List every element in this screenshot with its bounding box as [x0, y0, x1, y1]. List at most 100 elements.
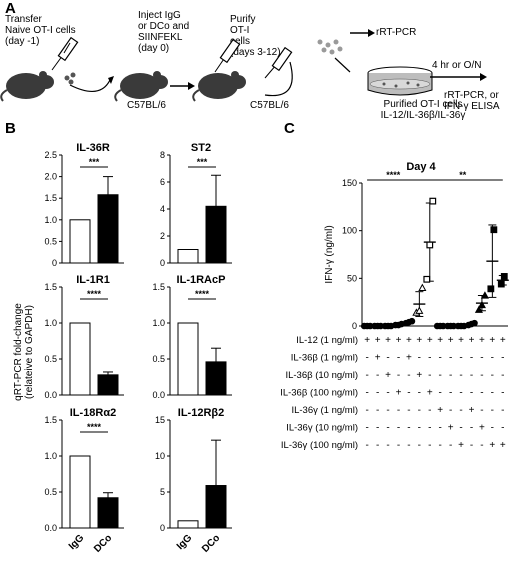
- condition-label: IL-36β (10 ng/ml): [285, 370, 358, 381]
- condition-sign: +: [489, 335, 495, 346]
- step2-line1: Inject IgG: [138, 10, 181, 21]
- condition-sign: -: [397, 423, 400, 434]
- condition-sign: -: [449, 388, 452, 399]
- data-point: [474, 305, 483, 313]
- condition-sign: -: [366, 370, 369, 381]
- condition-sign: -: [366, 388, 369, 399]
- condition-sign: -: [459, 405, 462, 416]
- culture-label: Purified OT-I cells IL-12/IL-36β/IL-36γ: [358, 99, 488, 121]
- mouse-3-icon: [192, 71, 246, 102]
- bar-IgG: [69, 455, 91, 529]
- condition-sign: -: [459, 353, 462, 364]
- bar-IgG: [69, 219, 91, 264]
- step2-text: Inject IgG or DCo and SIINFEKL (day 0): [138, 10, 189, 54]
- syringe-1-icon: [51, 36, 79, 71]
- condition-sign: +: [406, 335, 412, 346]
- data-point: [423, 275, 431, 283]
- incubation-label: 4 hr or O/N: [432, 60, 482, 71]
- y-tick-label: 6: [160, 177, 165, 187]
- condition-sign: -: [491, 423, 494, 434]
- condition-sign: -: [480, 370, 483, 381]
- condition-sign: -: [491, 370, 494, 381]
- readout-line2: IFN-γ ELISA: [444, 101, 500, 112]
- condition-sign: +: [479, 335, 485, 346]
- y-axis-label: IFN-γ (ng/ml): [324, 225, 335, 283]
- panel-label-c: C: [284, 120, 295, 137]
- condition-sign: -: [501, 353, 504, 364]
- y-tick-label: 150: [342, 178, 357, 188]
- condition-sign: -: [407, 370, 410, 381]
- condition-sign: -: [366, 405, 369, 416]
- y-tick-label: 1.5: [44, 415, 57, 425]
- condition-sign: -: [386, 388, 389, 399]
- significance-label: ****: [87, 422, 102, 432]
- condition-label: IL-36β (1 ng/ml): [291, 353, 358, 364]
- chart-title: Day 4: [406, 161, 436, 173]
- significance-label: **: [459, 170, 467, 180]
- syringe-3-icon: [264, 46, 293, 79]
- condition-sign: +: [500, 440, 506, 451]
- bar-DCo: [97, 374, 119, 396]
- condition-sign: -: [480, 388, 483, 399]
- step2-line3: SIINFEKL: [138, 32, 183, 43]
- condition-sign: +: [385, 335, 391, 346]
- y-tick-label: 5: [160, 487, 165, 497]
- condition-sign: +: [396, 335, 402, 346]
- step1-line2: Naive OT-I cells: [5, 25, 76, 36]
- condition-sign: -: [397, 405, 400, 416]
- y-tick-label: 8: [160, 150, 165, 160]
- condition-sign: -: [376, 440, 379, 451]
- condition-sign: -: [407, 440, 410, 451]
- y-tick-label: 1.0: [152, 318, 165, 328]
- bar-IgG: [177, 520, 199, 529]
- step1-line1: Transfer: [5, 14, 42, 25]
- condition-sign: -: [480, 440, 483, 451]
- condition-sign: -: [470, 440, 473, 451]
- condition-sign: +: [437, 335, 443, 346]
- y-tick-label: 1.0: [44, 318, 57, 328]
- x-tick-label: IgG: [67, 532, 87, 552]
- y-tick-label: 4: [160, 204, 165, 214]
- condition-sign: -: [470, 423, 473, 434]
- chart-title: IL-18Rα2: [70, 407, 117, 419]
- data-point: [471, 319, 478, 327]
- significance-label: ****: [195, 289, 210, 299]
- condition-sign: +: [448, 335, 454, 346]
- condition-sign: -: [501, 388, 504, 399]
- arrow-down: [334, 57, 351, 73]
- condition-sign: -: [501, 370, 504, 381]
- x-tick-label: DCo: [92, 533, 114, 555]
- condition-sign: -: [459, 423, 462, 434]
- condition-sign: -: [407, 388, 410, 399]
- condition-sign: -: [428, 370, 431, 381]
- bar-DCo: [205, 205, 227, 264]
- condition-label: IL-36γ (1 ng/ml): [291, 405, 358, 416]
- bar-chart-6: 0 5 10 15 IL-12Rβ2 IgG DCo: [155, 407, 232, 555]
- condition-sign: -: [376, 423, 379, 434]
- bar-DCo: [97, 194, 119, 264]
- chart-title: ST2: [191, 142, 211, 154]
- condition-sign: -: [439, 440, 442, 451]
- y-tick-label: 1.5: [44, 282, 57, 292]
- data-point: [408, 317, 416, 325]
- condition-sign: -: [428, 405, 431, 416]
- chart-title: IL-36R: [76, 142, 110, 154]
- bar-IgG: [177, 249, 199, 264]
- y-tick-label: 50: [347, 273, 357, 283]
- significance-label: ***: [197, 157, 208, 167]
- y-tick-label: 2.5: [44, 150, 57, 160]
- condition-sign: +: [448, 423, 454, 434]
- readout-label: rRT-PCR, or IFN-γ ELISA: [444, 90, 500, 112]
- y-tick-label: 0: [52, 258, 57, 268]
- condition-sign: -: [366, 423, 369, 434]
- condition-sign: -: [418, 423, 421, 434]
- panel-label-b: B: [5, 120, 16, 137]
- mouse-1-icon: [0, 71, 54, 102]
- curved-arrow-2: [264, 61, 293, 97]
- condition-sign: -: [470, 388, 473, 399]
- condition-sign: +: [416, 370, 422, 381]
- y-tick-label: 0: [352, 321, 357, 331]
- condition-sign: +: [385, 370, 391, 381]
- condition-sign: -: [439, 423, 442, 434]
